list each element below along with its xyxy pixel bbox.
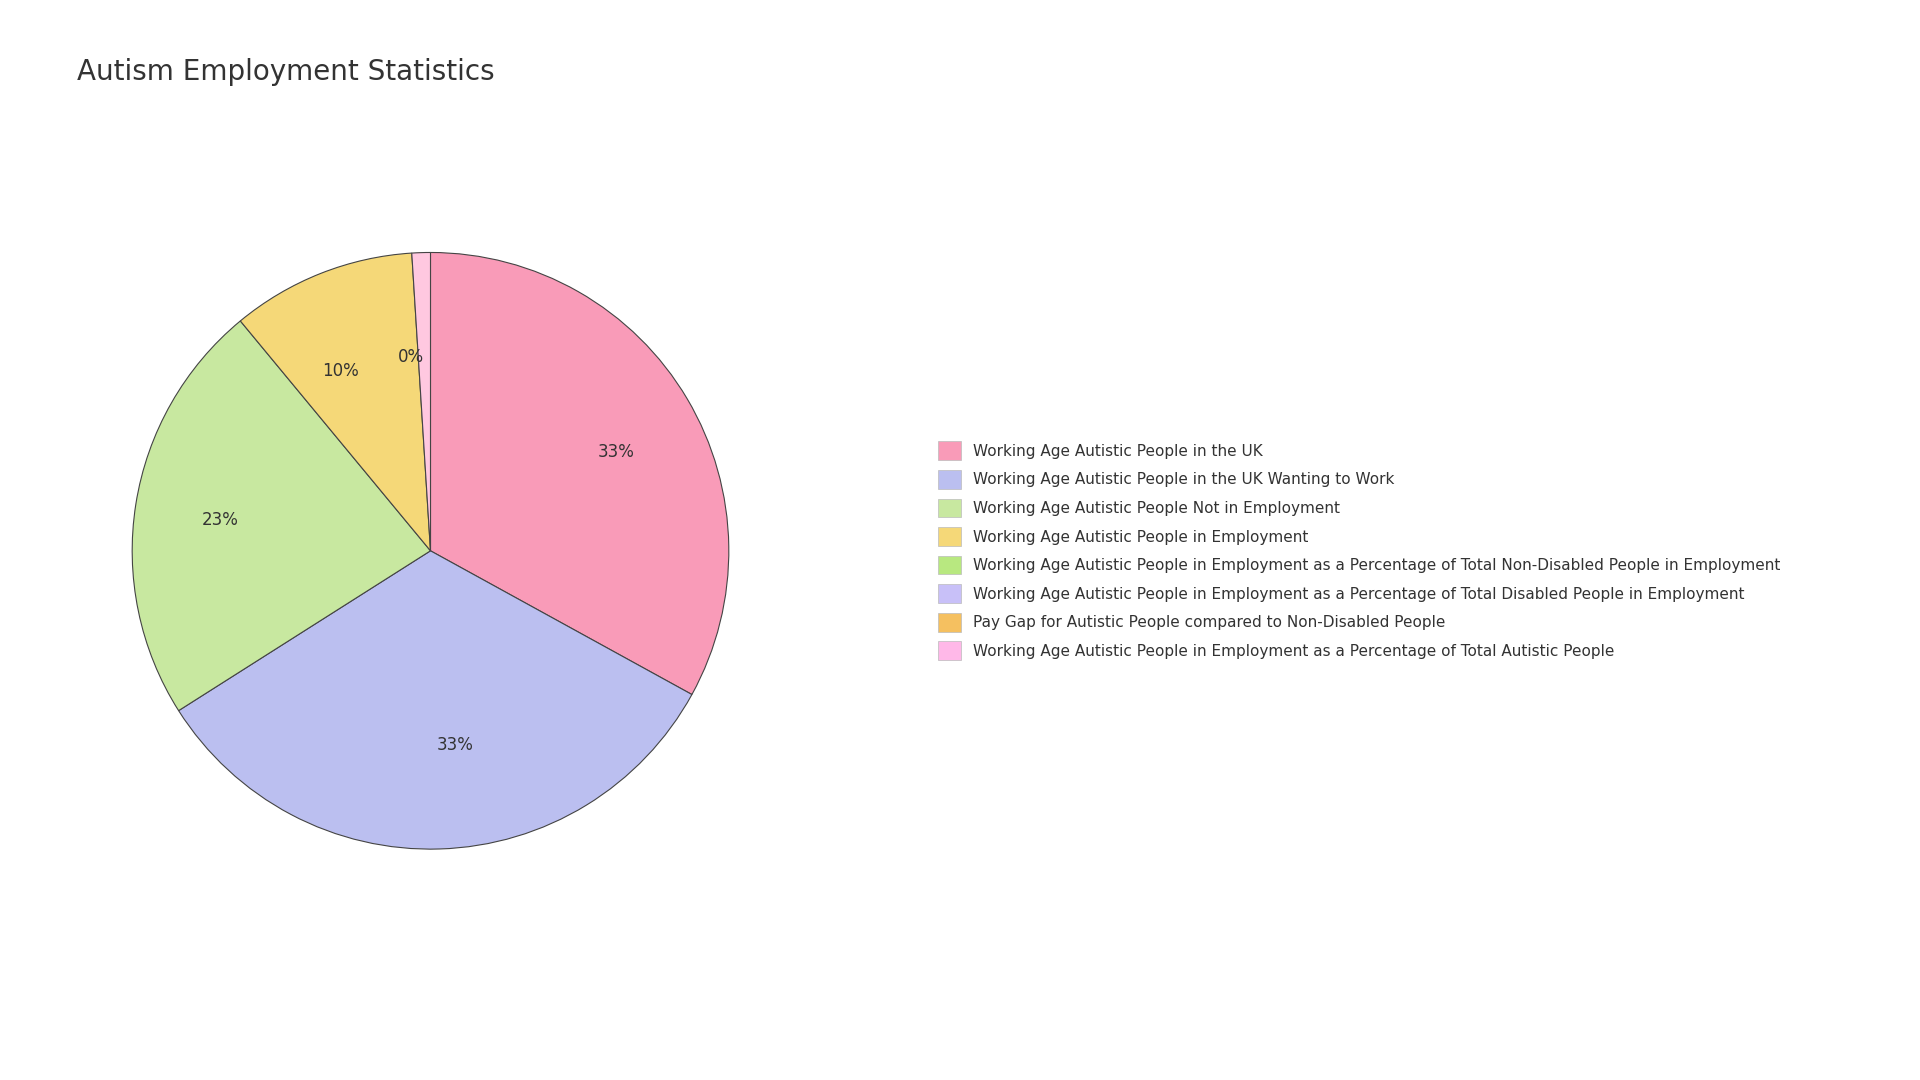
- Text: 0%: 0%: [397, 348, 424, 366]
- Text: Autism Employment Statistics: Autism Employment Statistics: [77, 58, 495, 86]
- Wedge shape: [430, 253, 730, 694]
- Text: 10%: 10%: [323, 362, 359, 379]
- Wedge shape: [240, 253, 430, 551]
- Wedge shape: [132, 321, 430, 711]
- Text: 33%: 33%: [597, 443, 634, 461]
- Text: 23%: 23%: [202, 512, 238, 529]
- Legend: Working Age Autistic People in the UK, Working Age Autistic People in the UK Wan: Working Age Autistic People in the UK, W…: [931, 434, 1788, 667]
- Wedge shape: [179, 551, 691, 849]
- Wedge shape: [411, 253, 430, 551]
- Text: 33%: 33%: [436, 735, 474, 754]
